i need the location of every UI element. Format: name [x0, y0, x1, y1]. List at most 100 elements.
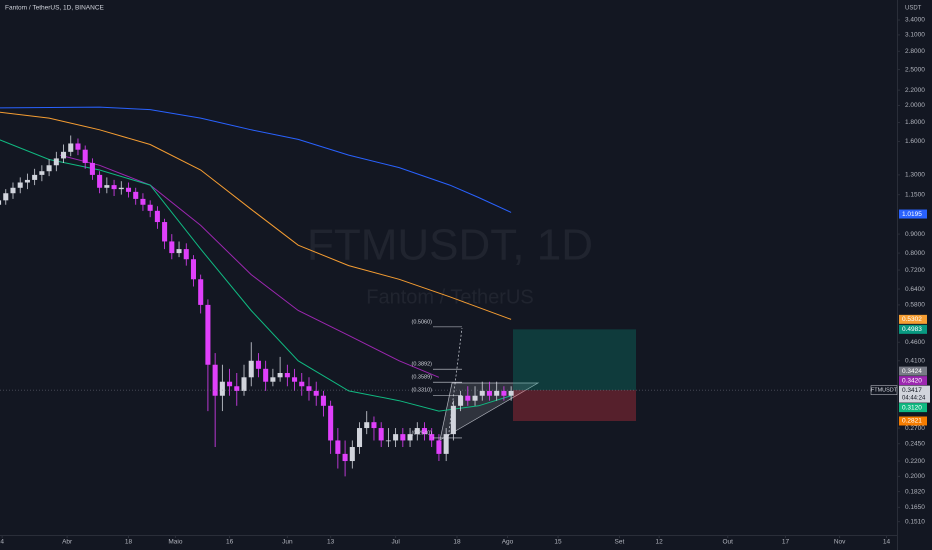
x-tick-label: Jun — [282, 539, 293, 546]
fib-level-label: (0.3892) — [412, 362, 433, 368]
candle-body — [10, 187, 16, 194]
candle-body — [263, 368, 269, 382]
x-tick-label: 18 — [125, 539, 133, 546]
candle-body — [328, 405, 334, 441]
candle-body — [356, 428, 363, 448]
candle-body — [465, 395, 471, 401]
candle-body — [393, 434, 399, 441]
candle-body — [458, 395, 464, 406]
y-tick-label: 0.2200 — [905, 458, 925, 465]
candle-body — [125, 187, 132, 192]
candle-body — [39, 171, 45, 175]
currency-label: USDT — [905, 6, 922, 12]
axis-tag-bg — [899, 366, 927, 376]
axis-tag-bg — [899, 314, 927, 324]
candle-body — [61, 151, 67, 159]
axis-tag-bg — [899, 209, 927, 219]
y-tick-label: 0.4100 — [905, 357, 925, 364]
y-tick-label: 2.2000 — [905, 87, 925, 94]
y-tick-label: 1.6000 — [905, 138, 925, 145]
candle-body — [479, 390, 485, 396]
x-tick-label: Jul — [391, 539, 400, 546]
axis-tag-bg — [899, 416, 927, 426]
candle-body — [24, 179, 30, 183]
candle-body — [508, 390, 514, 396]
fib-level-label: (0.5060) — [412, 319, 433, 325]
axis-tag-label: 0.2821 — [902, 418, 922, 425]
candle-body — [183, 249, 189, 260]
candle-body — [299, 381, 305, 387]
candle-body — [75, 143, 81, 150]
candle-body — [494, 390, 500, 396]
axis-tag-label: 0.3420 — [902, 377, 922, 384]
x-tick-label: Set — [615, 539, 625, 546]
candle-body — [219, 381, 225, 396]
candle-body — [335, 440, 341, 454]
watermark: FTMUSDT, 1D — [307, 221, 593, 270]
candle-body — [284, 373, 290, 378]
y-tick-label: 0.1650 — [905, 504, 925, 511]
candle-body — [270, 377, 276, 382]
candle-body — [349, 447, 355, 462]
candle-body — [53, 158, 59, 166]
candle-body — [82, 149, 88, 163]
moving-average-line — [0, 111, 512, 320]
y-tick-label: 1.3000 — [905, 172, 925, 179]
candle-body — [364, 422, 370, 429]
candle-body — [169, 241, 175, 254]
x-tick-label: 15 — [554, 539, 562, 546]
price-tag-label: 0.3417 — [902, 387, 922, 394]
triangle-pattern — [439, 382, 540, 441]
y-tick-label: 2.0000 — [905, 102, 925, 109]
candle-body — [154, 210, 160, 223]
symbol-tag-bg — [870, 385, 898, 395]
y-tick-label: 1.8000 — [905, 119, 925, 126]
candle-body — [176, 249, 182, 254]
candle-body — [292, 377, 298, 382]
candle-body — [97, 174, 103, 188]
axis-tag-label: 0.3120 — [902, 404, 922, 411]
candle-body — [111, 185, 117, 190]
candle-body — [17, 182, 23, 188]
candle-body — [89, 162, 95, 175]
position-stop-zone — [513, 390, 636, 421]
candle-body — [212, 364, 218, 396]
candle-body — [429, 434, 435, 441]
candle-body — [472, 395, 478, 401]
x-tick-label: 18 — [453, 539, 461, 546]
y-tick-label: 3.1000 — [905, 32, 925, 39]
candle-body — [400, 434, 406, 441]
candle-body — [205, 304, 211, 365]
candle-body — [118, 187, 124, 190]
x-tick-label: 13 — [327, 539, 335, 546]
candle-body — [0, 200, 2, 205]
candle-body — [486, 390, 492, 396]
y-tick-label: 0.6400 — [905, 286, 925, 293]
candle-body — [320, 395, 326, 406]
position-target-zone — [513, 329, 636, 391]
y-tick-label: 0.2000 — [905, 473, 925, 480]
candle-body — [255, 360, 261, 369]
y-tick-label: 2.5000 — [905, 66, 925, 73]
candle-body — [68, 143, 74, 152]
candle-body — [313, 390, 319, 396]
x-tick-label: Nov — [834, 539, 846, 546]
y-tick-label: 0.9000 — [905, 231, 925, 238]
moving-average-line — [0, 106, 512, 213]
x-tick-label: 17 — [782, 539, 790, 546]
price-tag-bg — [899, 385, 930, 403]
candle-body — [234, 386, 240, 391]
y-tick-label: 2.8000 — [905, 48, 925, 55]
x-tick-label: Maio — [168, 539, 182, 546]
x-tick-label: Out — [722, 539, 733, 546]
axis-tag-bg — [899, 324, 927, 334]
y-tick-label: 0.2700 — [905, 425, 925, 432]
candle-body — [162, 222, 168, 242]
axis-tag-bg — [899, 403, 927, 413]
price-countdown: 04:44:24 — [902, 396, 926, 402]
axis-tag-label: 0.3424 — [902, 368, 922, 375]
y-tick-label: 0.2450 — [905, 440, 925, 447]
candle-body — [190, 259, 197, 280]
